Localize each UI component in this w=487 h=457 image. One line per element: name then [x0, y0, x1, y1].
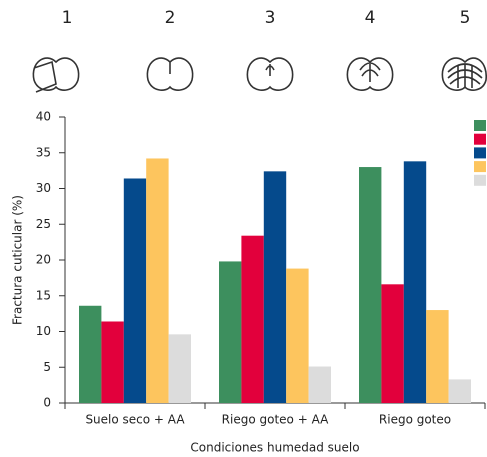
legend-swatch	[474, 147, 486, 158]
x-axis-label: Condiciones humedad suelo	[190, 441, 359, 455]
y-tick-label: 20	[36, 253, 51, 267]
fruit-icon	[147, 58, 192, 90]
series-number: 5	[460, 8, 471, 28]
y-axis-label: Fractura cuticular (%)	[11, 195, 25, 325]
x-tick-label: Riego goteo + AA	[222, 413, 329, 427]
fruit-icon	[33, 58, 78, 92]
bar	[286, 269, 308, 403]
bar	[241, 236, 263, 403]
y-tick-label: 5	[43, 360, 51, 374]
bar	[426, 310, 448, 403]
bar	[264, 171, 286, 403]
bar	[146, 158, 168, 403]
page: Fractura cuticular (%) Condiciones humed…	[0, 0, 487, 457]
bar	[404, 161, 426, 403]
bar	[169, 334, 191, 403]
bar	[309, 367, 331, 403]
fruit-icon	[247, 58, 292, 90]
series-number: 2	[165, 8, 176, 28]
fruit-icons	[33, 58, 486, 92]
y-tick-label: 35	[36, 145, 51, 159]
bar	[449, 379, 471, 403]
y-tick-label: 25	[36, 217, 51, 231]
bar	[101, 321, 123, 403]
bar	[219, 261, 241, 403]
bar	[124, 178, 146, 403]
legend-swatch	[474, 161, 486, 172]
legend-swatch	[474, 134, 486, 145]
legend-swatch	[474, 120, 486, 131]
y-tick-label: 15	[36, 288, 51, 302]
bar	[359, 167, 381, 403]
y-tick-label: 30	[36, 181, 51, 195]
bar	[381, 284, 403, 403]
chart: Fractura cuticular (%) Condiciones humed…	[0, 0, 487, 457]
series-number: 4	[365, 8, 376, 28]
y-tick-label: 40	[36, 110, 51, 124]
y-tick-label: 10	[36, 324, 51, 338]
series-number: 1	[62, 8, 73, 28]
x-tick-label: Riego goteo	[379, 413, 451, 427]
y-tick-label: 0	[43, 396, 51, 410]
fruit-icon	[442, 58, 486, 90]
fruit-icon	[347, 58, 392, 90]
legend-swatch	[474, 175, 486, 186]
bar	[79, 306, 101, 403]
x-tick-label: Suelo seco + AA	[85, 413, 185, 427]
series-number: 3	[265, 8, 276, 28]
